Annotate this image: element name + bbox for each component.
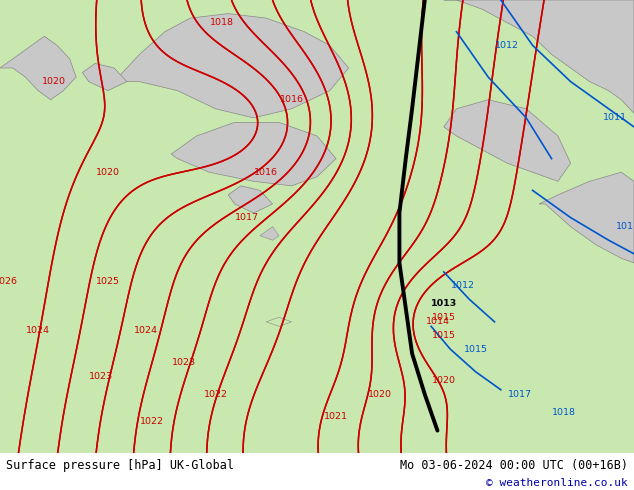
Text: 1015: 1015 (463, 344, 488, 353)
Text: 1020: 1020 (368, 390, 392, 399)
Text: 1018: 1018 (210, 18, 234, 27)
Text: 1022: 1022 (140, 417, 164, 426)
Polygon shape (539, 172, 634, 263)
Text: 1017: 1017 (235, 213, 259, 222)
Polygon shape (260, 226, 279, 240)
Polygon shape (444, 100, 571, 181)
Text: 1012: 1012 (495, 41, 519, 50)
Text: 1015: 1015 (432, 331, 456, 340)
Text: 1012: 1012 (451, 281, 475, 290)
Polygon shape (0, 36, 76, 100)
Text: 1017: 1017 (508, 390, 532, 399)
Text: 1023: 1023 (89, 372, 113, 381)
Text: © weatheronline.co.uk: © weatheronline.co.uk (486, 478, 628, 489)
Text: 1015: 1015 (432, 313, 456, 322)
Polygon shape (266, 318, 292, 326)
Text: 1021: 1021 (324, 413, 348, 421)
Polygon shape (114, 14, 349, 118)
Text: 1011: 1011 (616, 222, 634, 231)
Text: 1023: 1023 (172, 358, 196, 367)
Text: Surface pressure [hPa] UK-Global: Surface pressure [hPa] UK-Global (6, 459, 235, 471)
Text: 1024: 1024 (134, 326, 158, 335)
Text: 1013: 1013 (430, 299, 457, 308)
Text: 1016: 1016 (280, 95, 304, 104)
Text: 1024: 1024 (26, 326, 50, 335)
Text: 1020: 1020 (432, 376, 456, 385)
Polygon shape (444, 0, 634, 113)
Text: 1022: 1022 (204, 390, 228, 399)
Polygon shape (228, 186, 273, 213)
Text: 1026: 1026 (0, 276, 18, 286)
Polygon shape (82, 63, 127, 91)
Polygon shape (171, 122, 336, 186)
Text: 1020: 1020 (42, 77, 66, 86)
Text: 1011: 1011 (603, 113, 627, 122)
Text: 1014: 1014 (425, 318, 450, 326)
Text: 1025: 1025 (96, 276, 120, 286)
Text: Mo 03-06-2024 00:00 UTC (00+16B): Mo 03-06-2024 00:00 UTC (00+16B) (399, 459, 628, 471)
Text: 1016: 1016 (254, 168, 278, 177)
Text: 1020: 1020 (96, 168, 120, 177)
Text: 1018: 1018 (552, 408, 576, 417)
